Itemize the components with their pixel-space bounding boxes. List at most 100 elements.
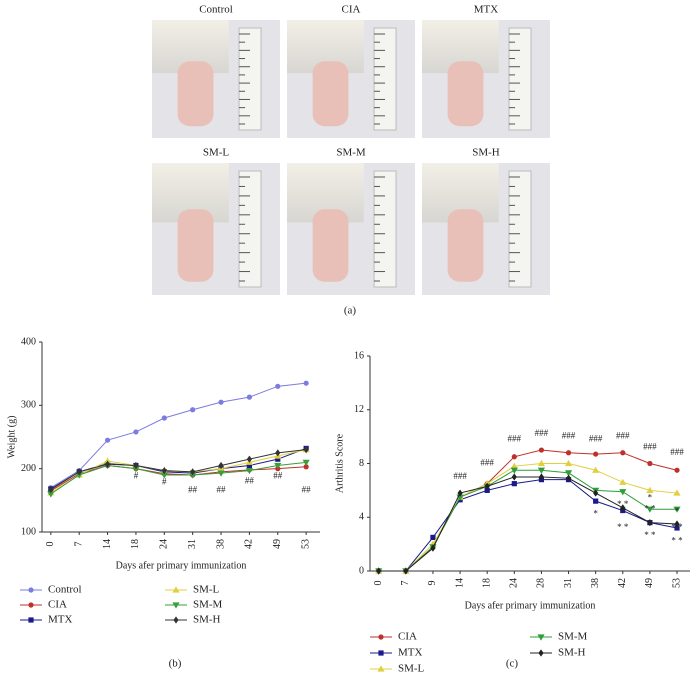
x-tick-label: 28 <box>536 578 547 588</box>
panel-label: (a) <box>344 305 357 317</box>
point <box>511 473 517 481</box>
point <box>564 459 573 467</box>
point <box>537 467 546 474</box>
point <box>511 481 517 487</box>
annotation: ### <box>589 433 603 443</box>
point <box>218 399 224 405</box>
series-line <box>50 464 307 492</box>
point <box>484 487 490 493</box>
y-tick-label: 0 <box>359 565 364 576</box>
x-tick-label: 24 <box>509 578 520 588</box>
point <box>275 383 281 389</box>
y-tick-label: 200 <box>21 463 36 474</box>
y-axis-label: Arthritis Score <box>334 433 345 493</box>
legend-label: MTX <box>48 614 73 626</box>
ruler <box>508 27 532 131</box>
point <box>484 482 490 490</box>
annotation: * * <box>617 499 629 509</box>
paw <box>312 61 349 127</box>
x-tick-label: 14 <box>454 578 465 588</box>
x-tick-label: 7 <box>400 581 411 586</box>
panel-label: (b) <box>169 658 182 670</box>
point <box>133 461 139 470</box>
photo-label: MTX <box>474 4 499 16</box>
point <box>376 567 382 575</box>
series-line <box>378 469 678 572</box>
x-axis-label: Days afer primary immunization <box>465 600 596 611</box>
ruler <box>238 27 262 131</box>
y-tick-label: 100 <box>21 526 36 537</box>
photo-label: Control <box>199 4 233 16</box>
legend-label: SM-H <box>558 647 586 659</box>
legend-label: SM-L <box>398 663 425 675</box>
photo-label: SM-H <box>472 147 500 159</box>
x-tick-label: 31 <box>187 539 198 549</box>
annotation: ### <box>670 447 684 457</box>
point <box>104 460 111 468</box>
series-line <box>378 476 678 572</box>
point <box>620 504 626 512</box>
y-tick-label: 4 <box>359 512 364 523</box>
point <box>104 437 111 443</box>
legend-label: MTX <box>398 647 423 659</box>
point <box>510 462 518 469</box>
x-tick-label: 42 <box>617 578 628 588</box>
point <box>302 459 310 466</box>
point <box>593 489 599 497</box>
point <box>246 455 253 463</box>
point <box>619 489 627 496</box>
point <box>303 380 309 386</box>
legend-label: CIA <box>48 599 67 611</box>
point <box>189 472 197 479</box>
photo-label: CIA <box>342 4 361 16</box>
point <box>28 587 34 593</box>
annotation: ### <box>643 441 657 451</box>
point <box>673 506 681 513</box>
y-tick-label: 400 <box>21 336 36 347</box>
point <box>48 485 54 494</box>
x-tick-label: 38 <box>590 578 601 588</box>
legend-label: SM-M <box>193 599 223 611</box>
point <box>173 616 179 624</box>
x-tick-label: 0 <box>45 542 56 547</box>
point <box>245 467 254 475</box>
point <box>275 456 281 462</box>
point <box>275 449 281 457</box>
point <box>76 468 82 476</box>
series-line <box>378 463 678 572</box>
x-tick-label: 24 <box>159 539 170 549</box>
photo-label: SM-L <box>203 147 230 159</box>
annotation: * * <box>671 536 683 546</box>
annotation: ## <box>302 484 312 494</box>
point <box>378 634 384 640</box>
point <box>538 649 544 657</box>
annotation: ## <box>188 484 198 494</box>
annotation: ## <box>273 470 283 480</box>
annotation: * <box>648 493 653 503</box>
point <box>674 525 680 531</box>
point <box>274 462 282 470</box>
x-axis-label: Days afer primary immunization <box>116 560 247 571</box>
x-tick-label: 53 <box>300 539 311 549</box>
point <box>646 506 654 513</box>
annotation: ### <box>616 431 630 441</box>
annotation: * <box>593 509 598 519</box>
point <box>161 415 167 421</box>
photo-label: SM-M <box>336 147 366 159</box>
annotation: ## <box>245 475 255 485</box>
x-tick-label: 49 <box>644 578 655 588</box>
point <box>674 520 680 528</box>
point <box>537 634 545 641</box>
annotation: ### <box>508 433 522 443</box>
point <box>593 451 599 457</box>
annotation: * * <box>671 522 683 532</box>
point <box>28 617 34 623</box>
point <box>132 466 140 473</box>
legend-label: SM-H <box>193 614 221 626</box>
x-tick-label: 53 <box>671 578 682 588</box>
annotation: * * <box>644 530 656 540</box>
point <box>218 461 224 470</box>
legend-label: CIA <box>398 631 417 643</box>
point <box>511 454 517 460</box>
